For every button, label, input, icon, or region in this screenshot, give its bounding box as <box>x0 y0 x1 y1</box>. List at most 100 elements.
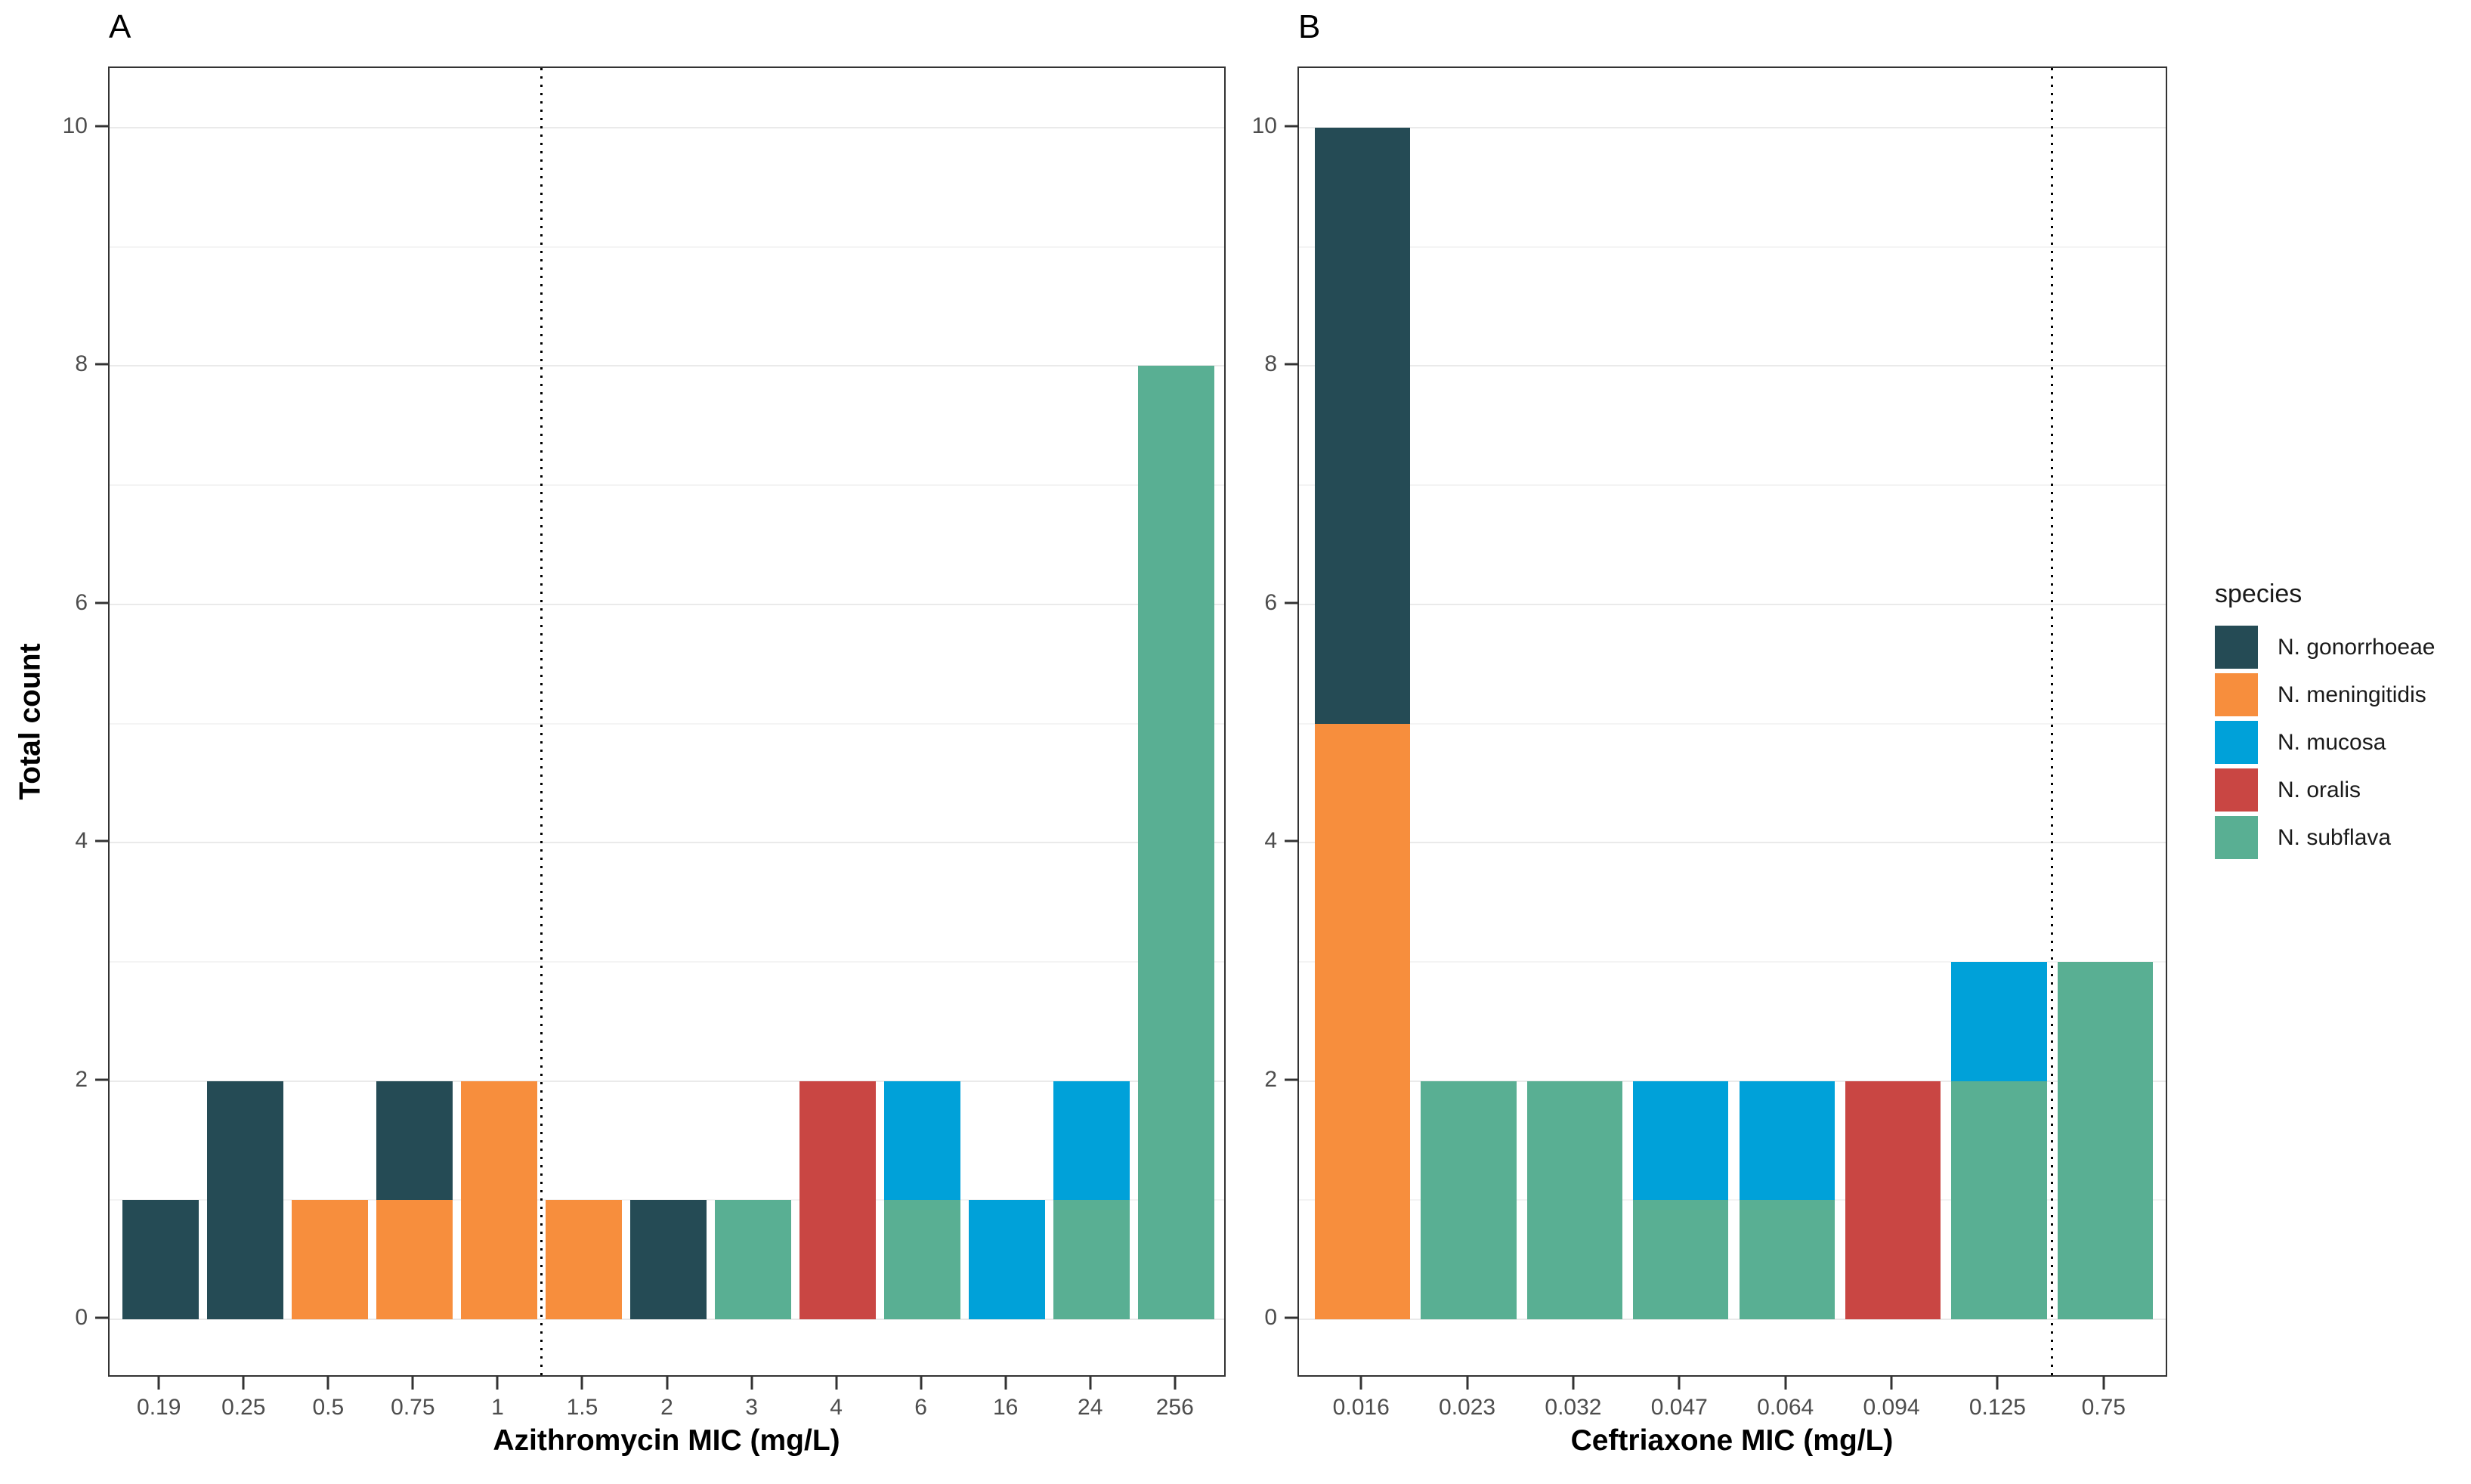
legend-item: N. oralis <box>2215 766 2435 814</box>
panel-a-plot <box>108 66 1226 1377</box>
x-axis-tick-label: 256 <box>1155 1395 1194 1420</box>
bar-segment <box>884 1081 961 1201</box>
legend-swatch <box>2215 721 2258 765</box>
major-gridline <box>110 842 1224 844</box>
x-axis-tick-label: 0.064 <box>1757 1395 1814 1420</box>
x-axis-tick-mark <box>1466 1377 1469 1390</box>
major-gridline <box>110 365 1224 367</box>
minor-gridline <box>110 484 1224 487</box>
bar-segment <box>1633 1200 1729 1319</box>
legend-item: N. gonorrhoeae <box>2215 623 2435 671</box>
minor-gridline <box>1299 246 2166 248</box>
major-gridline <box>110 127 1224 128</box>
legend-swatch <box>2215 626 2258 669</box>
x-axis-tick-label: 3 <box>745 1395 758 1420</box>
legend-label: N. mucosa <box>2278 729 2386 755</box>
minor-gridline <box>1299 960 2166 963</box>
legend-label: N. subflava <box>2278 824 2392 850</box>
x-axis-tick-mark <box>1890 1377 1893 1390</box>
y-axis-tick-mark <box>95 125 108 128</box>
x-axis-tick-mark <box>666 1377 668 1390</box>
y-axis-tick-label: 4 <box>1264 828 1277 854</box>
y-axis-tick-label: 0 <box>75 1305 88 1330</box>
x-axis-tick-label: 24 <box>1078 1395 1103 1420</box>
y-axis-tick-label: 8 <box>1264 351 1277 377</box>
y-axis-tick-label: 8 <box>75 351 88 377</box>
major-gridline <box>1299 127 2166 128</box>
x-axis-tick-label: 6 <box>914 1395 927 1420</box>
x-axis-tick-label: 0.5 <box>312 1395 345 1420</box>
x-axis-tick-label: 0.047 <box>1650 1395 1708 1420</box>
x-axis-tick-label: 0.094 <box>1863 1395 1920 1420</box>
legend-label: N. oralis <box>2278 777 2361 802</box>
threshold-line <box>2051 68 2054 1375</box>
x-axis-tick-label: 4 <box>830 1395 843 1420</box>
major-gridline <box>1299 842 2166 844</box>
x-axis-tick-label: 0.75 <box>391 1395 435 1420</box>
x-axis-tick-label: 0.125 <box>1968 1395 2026 1420</box>
legend: species N. gonorrhoeae N. meningitidis N. … <box>2215 580 2435 861</box>
bar-segment <box>969 1200 1046 1319</box>
y-axis-tick-mark <box>95 839 108 842</box>
legend-swatch <box>2215 816 2258 860</box>
y-axis-tick-mark <box>1285 601 1297 604</box>
x-axis-tick-mark <box>1678 1377 1681 1390</box>
x-axis-tick-mark <box>242 1377 245 1390</box>
bar-segment <box>1951 961 2047 1081</box>
bar-segment <box>1845 1081 1941 1319</box>
major-gridline <box>110 603 1224 605</box>
bar-segment <box>1421 1081 1517 1319</box>
x-axis-tick-mark <box>835 1377 838 1390</box>
bar-segment <box>291 1200 368 1319</box>
x-axis-tick-label: 1.5 <box>566 1395 598 1420</box>
minor-gridline <box>1299 722 2166 725</box>
panel-b-label: B <box>1298 8 1321 45</box>
x-axis-tick-mark <box>1572 1377 1575 1390</box>
bar-segment <box>460 1081 537 1319</box>
y-axis-tick-mark <box>1285 363 1297 366</box>
bar-segment <box>799 1081 876 1319</box>
major-gridline <box>1299 1080 2166 1082</box>
bar-segment <box>376 1081 453 1201</box>
x-axis-tick-label: 0.023 <box>1439 1395 1496 1420</box>
x-axis-tick-label: 0.016 <box>1332 1395 1390 1420</box>
y-axis-tick-label: 2 <box>1264 1066 1277 1092</box>
bar-segment <box>884 1200 961 1319</box>
bar-segment <box>2057 961 2153 1319</box>
y-axis-tick-mark <box>95 1316 108 1319</box>
panel-b-plot <box>1297 66 2167 1377</box>
bar-segment <box>1315 723 1411 1319</box>
bar-segment <box>1739 1200 1835 1319</box>
minor-gridline <box>110 246 1224 248</box>
y-axis-tick-mark <box>1285 1316 1297 1319</box>
bar-segment <box>206 1081 283 1319</box>
bar-segment <box>1526 1081 1623 1319</box>
bar-segment <box>546 1200 622 1319</box>
y-axis-tick-mark <box>1285 1078 1297 1081</box>
major-gridline <box>110 1080 1224 1082</box>
x-axis-tick-mark <box>411 1377 414 1390</box>
x-axis-tick-label: 16 <box>992 1395 1019 1420</box>
y-axis-tick-label: 6 <box>1264 589 1277 615</box>
x-axis-tick-mark <box>2102 1377 2105 1390</box>
y-axis-tick-mark <box>95 601 108 604</box>
x-axis-tick-mark <box>496 1377 499 1390</box>
bar-segment <box>1315 128 1411 724</box>
major-gridline <box>1299 365 2166 367</box>
x-axis-tick-mark <box>157 1377 160 1390</box>
panel-a-label: A <box>109 8 131 45</box>
bar-segment <box>1138 366 1215 1319</box>
minor-gridline <box>110 722 1224 725</box>
bar-segment <box>122 1200 199 1319</box>
x-axis-tick-mark <box>1004 1377 1007 1390</box>
legend-item: N. mucosa <box>2215 719 2435 766</box>
y-axis-title: Total count <box>14 643 47 800</box>
minor-gridline <box>110 960 1224 963</box>
x-axis-tick-mark <box>1996 1377 1999 1390</box>
legend-swatch <box>2215 768 2258 812</box>
legend-label: N. gonorrhoeae <box>2278 634 2435 660</box>
y-axis-tick-label: 6 <box>75 589 88 615</box>
x-axis-tick-mark <box>580 1377 583 1390</box>
legend-item: N. subflava <box>2215 814 2435 861</box>
